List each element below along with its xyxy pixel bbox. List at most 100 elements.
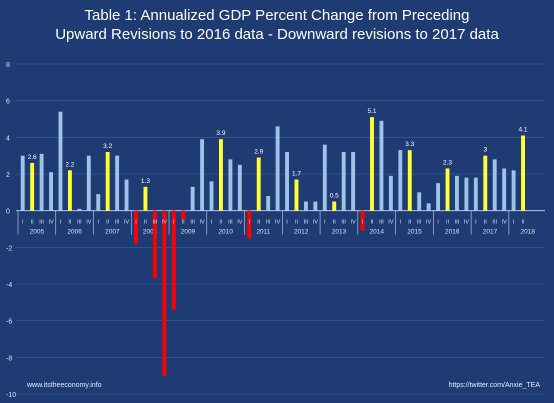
quarter-label: II [182,220,186,226]
quarter-label: IV [48,220,54,226]
bar [388,175,393,211]
y-tick-label: 2 [6,172,10,179]
bar [275,126,280,211]
bar [39,153,44,211]
quarter-label: III [39,220,44,226]
bar [162,210,167,376]
bar [511,170,516,211]
quarter-label: II [68,220,72,226]
quarter-label: III [266,220,271,226]
bar [455,175,459,211]
year-label: 2017 [483,229,498,236]
quarter-label: I [97,220,99,226]
bar [67,170,72,211]
data-label: 3 [483,147,487,154]
bar [313,201,318,211]
year-label: 2010 [218,229,233,236]
bar [483,155,488,211]
quarter-label: III [77,220,82,226]
quarter-label: II [408,220,412,226]
chart-title: Table 1: Annualized GDP Percent Change f… [84,7,470,24]
bar [30,163,35,211]
y-tick-label: 8 [6,62,10,69]
y-tick-label: 0 [6,209,10,216]
bar [256,157,261,211]
data-label: 4.1 [519,127,528,134]
quarter-label: III [190,220,195,226]
bar [322,144,327,211]
bar [134,210,138,244]
quarter-label: II [370,220,374,226]
bar [398,150,403,211]
quarter-label: IV [502,220,508,226]
quarter-label: I [60,220,62,226]
data-label: 3.2 [103,143,112,150]
quarter-label: IV [162,220,168,226]
quarter-label: IV [426,220,432,226]
quarter-label: II [295,220,299,226]
bar [407,150,412,211]
quarter-label: IV [237,220,243,226]
bar [171,210,176,310]
quarter-label: I [513,220,515,226]
data-label: 2.9 [254,149,263,156]
bar [209,181,214,211]
bar [228,159,233,211]
bar [417,192,422,211]
quarter-label: III [455,220,460,226]
bar [20,155,25,211]
bar [190,186,195,211]
bar [285,152,289,211]
bar [237,164,242,211]
quarter-label: I [475,220,477,226]
data-label: 2.2 [65,161,74,168]
year-label: 2009 [181,229,196,236]
y-tick-label: 6 [6,99,10,106]
bar [124,179,129,211]
quarter-label: IV [351,220,357,226]
data-label: 5.1 [367,108,376,115]
quarter-label: II [446,220,450,226]
quarter-label: I [437,220,439,226]
quarter-label: III [153,220,158,226]
quarter-label: II [106,220,110,226]
quarter-label: IV [313,220,319,226]
quarter-label: II [484,220,488,226]
year-label: 2012 [294,229,309,236]
bar [436,183,441,211]
bar [445,168,450,211]
year-label: 2014 [369,229,384,236]
bar [58,111,63,211]
quarter-label: I [135,220,137,226]
quarter-label: III [115,220,120,226]
quarter-label: I [400,220,402,226]
quarter-label: II [219,220,223,226]
bar [473,177,478,211]
quarter-label: III [492,220,497,226]
year-label: 2008 [143,229,158,236]
bar [426,203,431,211]
quarter-label: IV [86,220,92,226]
quarter-label: II [257,220,261,226]
bar [379,120,384,211]
bar [351,152,356,211]
bar [152,210,157,279]
footer-source-right: https://twitter.com/Anxie_TEA [448,382,540,389]
bar [332,201,337,211]
quarter-label: IV [199,220,205,226]
year-label: 2013 [332,229,347,236]
bar [105,152,110,211]
bar [294,179,299,211]
y-tick-label: -2 [6,245,12,252]
y-tick-label: 4 [6,135,10,142]
year-label: 2005 [30,229,45,236]
y-tick-label: -10 [6,392,16,399]
year-label: 2018 [521,229,536,236]
y-tick-label: -4 [6,282,12,289]
bar [464,177,469,211]
year-label: 2015 [407,229,422,236]
bar [492,159,497,211]
quarter-label: III [341,220,346,226]
data-label: 3.3 [405,141,414,148]
